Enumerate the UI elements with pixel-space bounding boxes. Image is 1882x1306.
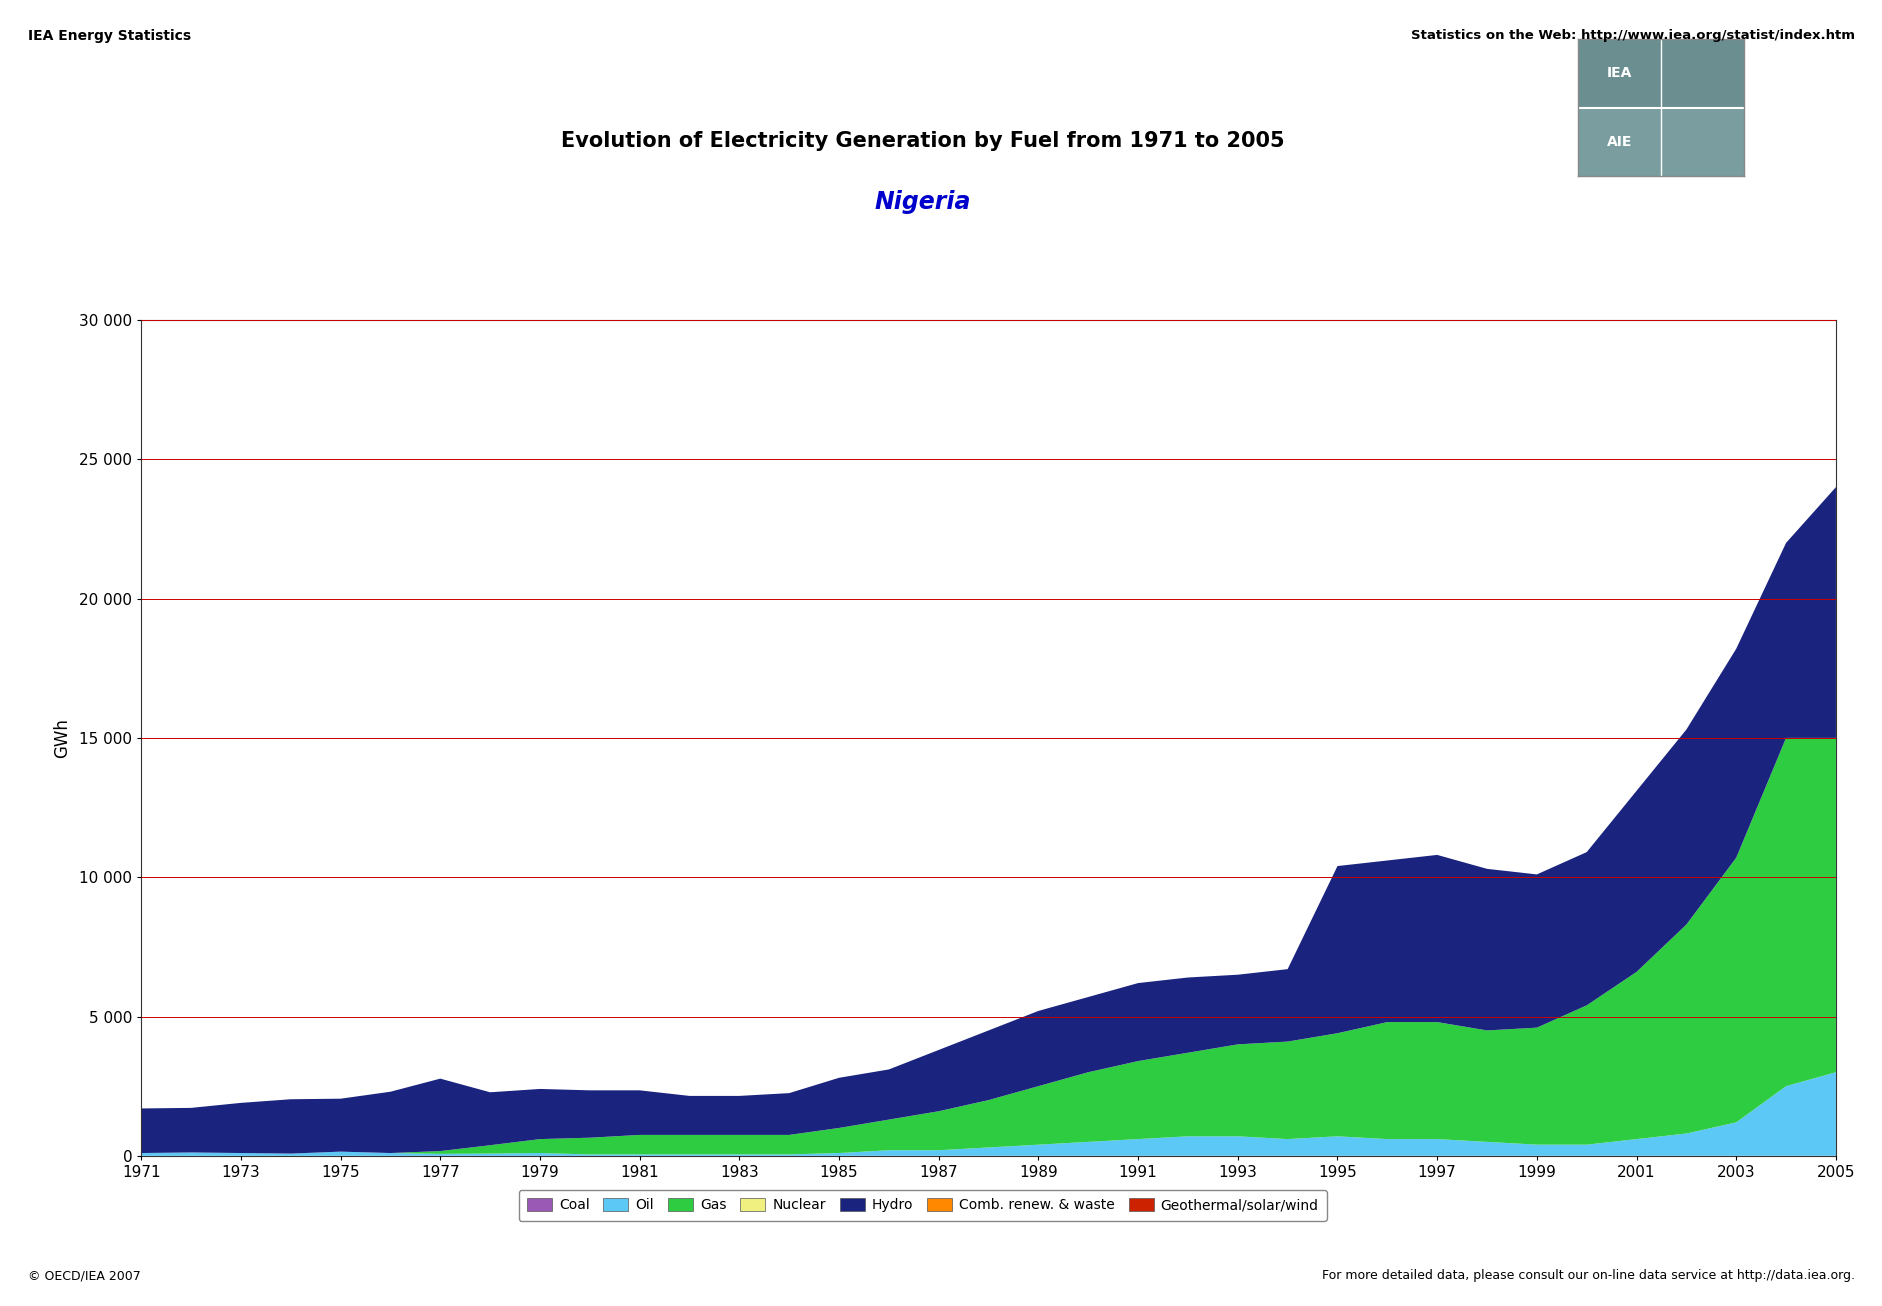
Text: For more detailed data, please consult our on-line data service at http://data.i: For more detailed data, please consult o…	[1321, 1269, 1854, 1282]
Bar	[1577, 39, 1743, 107]
Text: Nigeria: Nigeria	[873, 191, 971, 214]
Legend: Coal, Oil, Gas, Nuclear, Hydro, Comb. renew. & waste, Geothermal/solar/wind: Coal, Oil, Gas, Nuclear, Hydro, Comb. re…	[518, 1190, 1327, 1221]
Text: IEA: IEA	[1605, 67, 1632, 81]
Text: IEA Energy Statistics: IEA Energy Statistics	[28, 29, 192, 43]
Text: AIE: AIE	[1605, 135, 1632, 149]
Text: Statistics on the Web: http://www.iea.org/statist/index.htm: Statistics on the Web: http://www.iea.or…	[1410, 29, 1854, 42]
Text: Evolution of Electricity Generation by Fuel from 1971 to 2005: Evolution of Electricity Generation by F…	[561, 131, 1284, 151]
Bar	[1577, 107, 1743, 176]
Y-axis label: GWh: GWh	[53, 718, 72, 757]
Text: © OECD/IEA 2007: © OECD/IEA 2007	[28, 1269, 141, 1282]
